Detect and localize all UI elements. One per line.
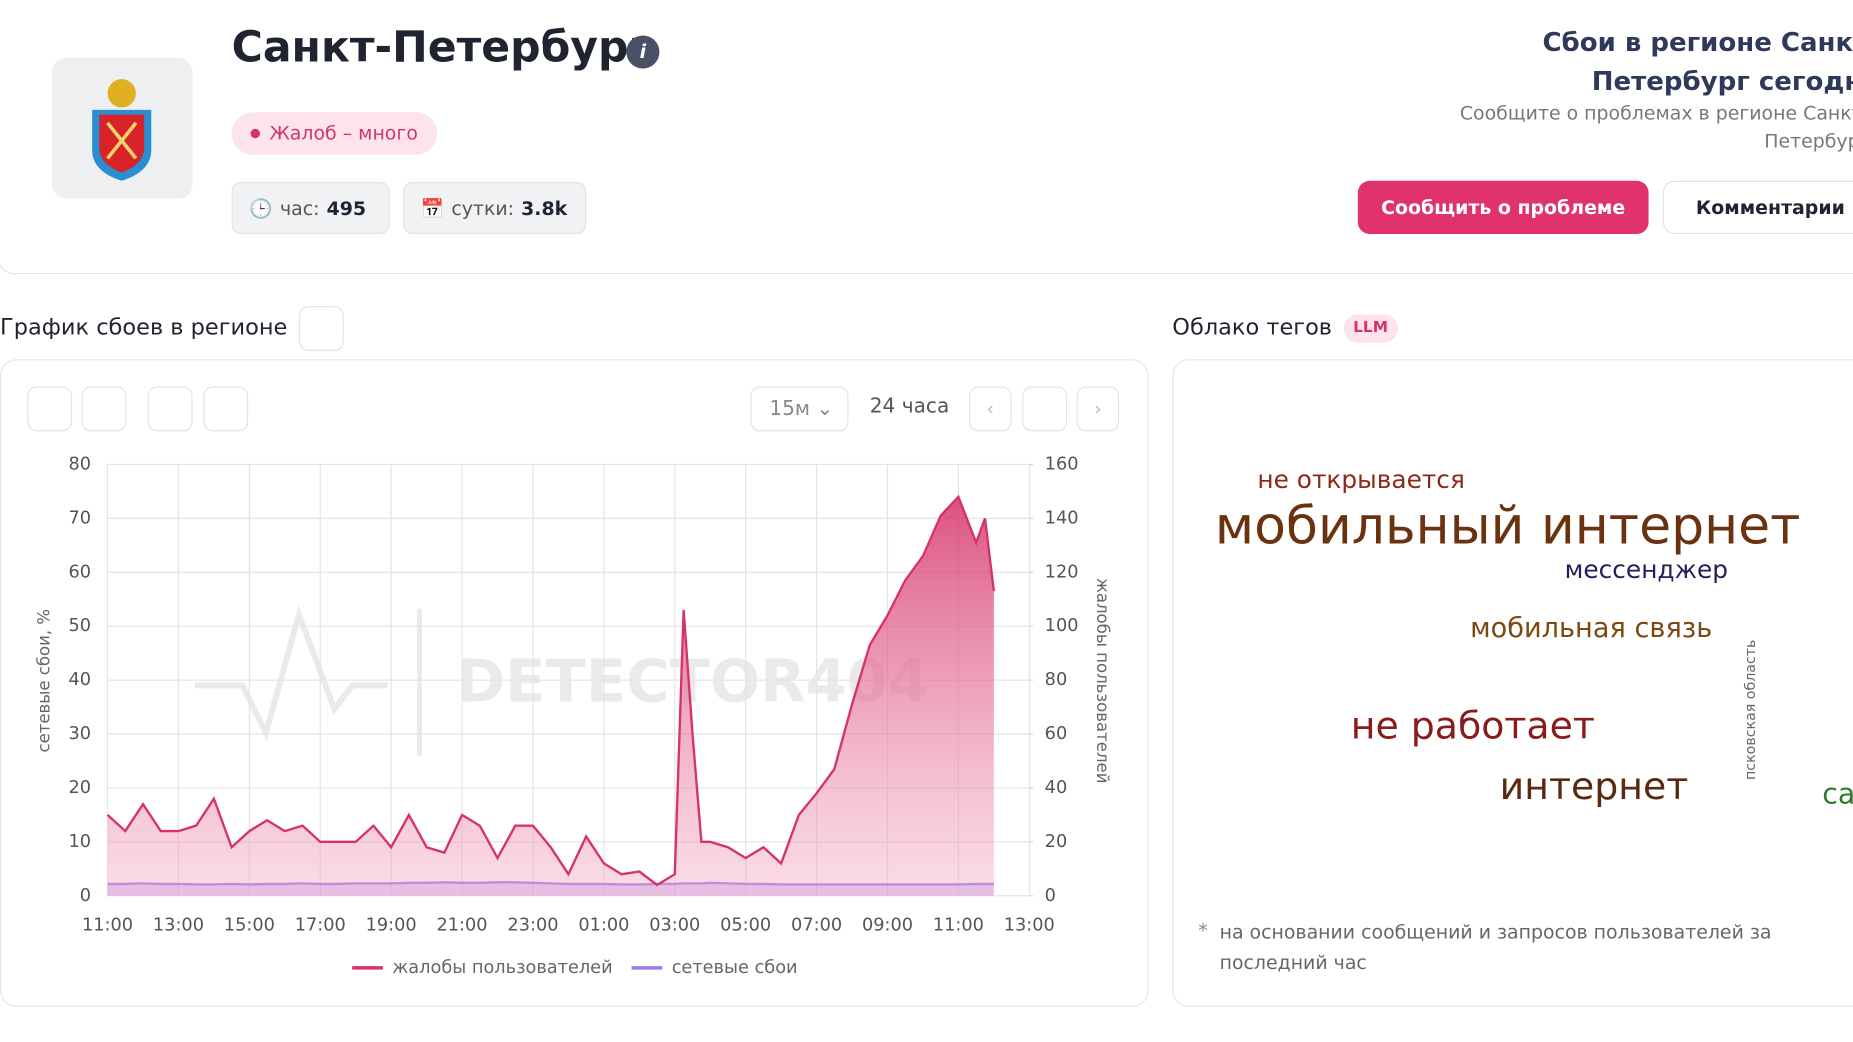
tag[interactable]: не открывается — [1257, 465, 1465, 494]
x-tick-label: 13:00 — [153, 915, 204, 935]
stat-label: час: — [279, 196, 320, 220]
tag[interactable]: са — [1822, 777, 1853, 811]
y2-tick-label: 60 — [1045, 724, 1068, 744]
region-title: Санкт-Петербург — [231, 23, 651, 73]
y-tick-label: 80 — [68, 454, 91, 474]
watermark — [194, 605, 422, 757]
y-tick-label: 20 — [68, 778, 91, 798]
x-tick-label: 13:00 — [1004, 915, 1055, 935]
stat-value: 3.8k — [521, 196, 568, 220]
stat-hour: 🕒 час: 495 — [231, 181, 390, 234]
tag[interactable]: интернет — [1499, 763, 1689, 809]
prev-button[interactable]: ‹ — [969, 386, 1012, 432]
calendar-button[interactable] — [1022, 386, 1068, 432]
status-text: Жалоб – много — [269, 121, 418, 145]
y2-tick-label: 160 — [1045, 454, 1079, 474]
user-button[interactable] — [203, 386, 249, 432]
period-label[interactable]: 24 часа — [869, 394, 950, 419]
tag[interactable]: мобильный интернет — [1214, 496, 1801, 557]
chart-section-title: График сбоев в регионе — [0, 314, 288, 341]
info-icon[interactable]: i — [626, 35, 660, 69]
summary-text: Сообщите о проблемах в регионе Санкт-Пет… — [1459, 101, 1853, 153]
y-tick-label: 50 — [68, 616, 91, 636]
legend-label: сетевые сбои — [672, 958, 798, 978]
comments-button[interactable]: Комментарии — [1662, 180, 1853, 234]
y2-tick-label: 100 — [1045, 616, 1079, 636]
y-tick-label: 10 — [68, 832, 91, 852]
x-tick-label: 23:00 — [507, 915, 558, 935]
stat-label: сутки: — [451, 196, 515, 220]
y-tick-label: 30 — [68, 724, 91, 744]
y-tick-label: 0 — [80, 886, 91, 906]
y-tick-label: 40 — [68, 670, 91, 690]
tag[interactable]: мобильная связь — [1470, 613, 1713, 645]
x-tick-label: 09:00 — [862, 915, 913, 935]
x-tick-label: 19:00 — [366, 915, 417, 935]
x-tick-label: 11:00 — [933, 915, 984, 935]
stat-value: 495 — [326, 196, 367, 220]
next-button[interactable]: › — [1076, 386, 1120, 432]
x-tick-label: 21:00 — [437, 915, 488, 935]
y2-tick-label: 0 — [1045, 886, 1056, 906]
interval-select[interactable]: 15м ⌄ — [750, 386, 849, 432]
logo — [51, 57, 193, 199]
y2-tick-label: 140 — [1045, 508, 1079, 528]
status-badge: Жалоб – много — [231, 112, 437, 155]
legend-label: жалобы пользователей — [392, 958, 612, 978]
footnote: на основании сообщений и запросов пользо… — [1219, 920, 1772, 974]
series-line — [106, 494, 996, 887]
summary-title: Сбои в регионе Санкт-Петербург сегодня — [1542, 28, 1853, 97]
x-tick-label: 11:00 — [82, 915, 133, 935]
y-tick-label: 70 — [68, 508, 91, 528]
y-axis-label: сетевые сбои, % — [34, 609, 53, 753]
y-tick-label: 60 — [68, 562, 91, 582]
report-button[interactable]: Сообщить о проблеме — [1357, 180, 1649, 234]
watermark-text: DETECTOR404 — [456, 647, 929, 716]
x-tick-label: 15:00 — [224, 915, 275, 935]
series-area — [107, 496, 994, 896]
stat-day: 📅 сутки: 3.8k — [402, 181, 587, 234]
x-tick-label: 07:00 — [791, 915, 842, 935]
y2-tick-label: 40 — [1045, 778, 1068, 798]
x-tick-label: 17:00 — [295, 915, 346, 935]
tag[interactable]: мессенджер — [1564, 555, 1728, 584]
tag[interactable]: не работает — [1350, 703, 1595, 749]
screenshot-button[interactable] — [27, 386, 73, 432]
interval-value: 15м — [769, 397, 811, 421]
grid-button[interactable] — [81, 386, 127, 432]
x-tick-label: 05:00 — [720, 915, 771, 935]
y2-tick-label: 20 — [1045, 832, 1068, 852]
footnote-mark: * — [1198, 919, 1208, 942]
area-button[interactable] — [147, 386, 193, 432]
y2-axis-label: жалобы пользователей — [1093, 578, 1112, 784]
tag-cloud-title: Облако тегов — [1172, 314, 1333, 341]
x-tick-label: 01:00 — [578, 915, 629, 935]
y2-tick-label: 120 — [1045, 562, 1079, 582]
llm-badge: LLM — [1343, 314, 1398, 343]
y2-tick-label: 80 — [1045, 670, 1068, 690]
tag-cloud-card — [1172, 359, 1853, 1007]
fullscreen-button[interactable] — [298, 306, 344, 351]
x-tick-label: 03:00 — [649, 915, 700, 935]
coat-of-arms — [92, 79, 152, 181]
